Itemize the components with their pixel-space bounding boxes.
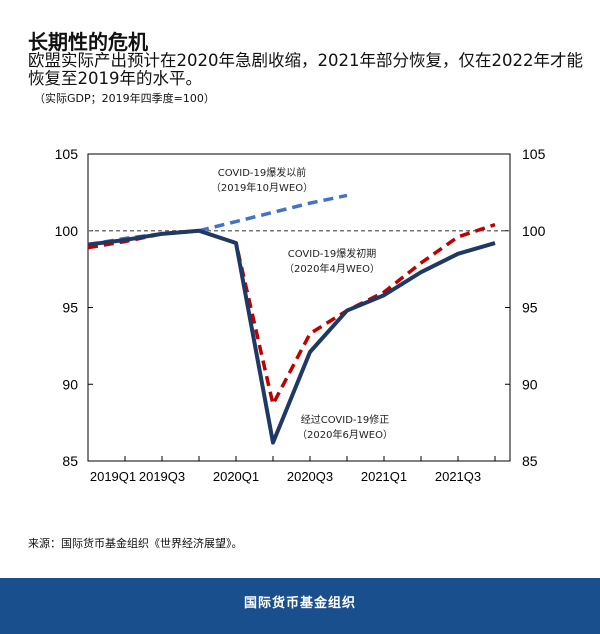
series-sublabel-pre_covid: （2019年10月WEO） (211, 181, 313, 194)
source-note: 来源：国际货币基金组织《世界经济展望》。 (28, 537, 243, 550)
footer-banner: 国际货币基金组织 (0, 578, 600, 634)
y-tick-label-right: 105 (522, 146, 546, 162)
y-tick-label: 100 (55, 223, 79, 239)
x-tick-label: 2019Q3 (139, 469, 185, 484)
y-tick-label-right: 85 (522, 453, 538, 469)
y-tick-label: 90 (62, 376, 78, 392)
series-label-april: COVID-19爆发初期 (288, 247, 377, 260)
series-line-pre_covid (87, 193, 348, 247)
x-tick-label: 2019Q1 (90, 469, 136, 484)
y-tick-label: 85 (62, 453, 78, 469)
y-tick-label-right: 90 (522, 376, 538, 392)
y-tick-label: 95 (62, 300, 78, 316)
series-label-june: 经过COVID-19修正 (301, 413, 390, 426)
chart-title: 长期性的危机 (28, 30, 148, 54)
series-sublabel-june: （2020年6月WEO） (297, 428, 393, 441)
x-tick-label: 2021Q3 (435, 469, 481, 484)
y-tick-label: 105 (55, 146, 79, 162)
x-tick-label: 2020Q3 (287, 469, 333, 484)
unit-label: （实际GDP；2019年四季度=100） (34, 92, 215, 105)
plot-frame (87, 153, 511, 462)
x-tick-label: 2020Q1 (213, 469, 259, 484)
chart-subtitle: 欧盟实际产出预计在2020年急剧收缩，2021年部分恢复，仅在2022年才能恢复… (28, 51, 583, 88)
series-sublabel-april: （2020年4月WEO） (284, 262, 380, 275)
y-tick-label-right: 95 (522, 300, 538, 316)
line-chart: 85 85 90 90 95 95 100 100 105 105 2019Q1 2019Q3 2020… (55, 146, 546, 484)
y-tick-label-right: 100 (522, 223, 546, 239)
series-line-june (87, 228, 496, 445)
series-label-pre_covid: COVID-19爆发以前 (218, 166, 307, 179)
x-tick-label: 2021Q1 (361, 469, 407, 484)
